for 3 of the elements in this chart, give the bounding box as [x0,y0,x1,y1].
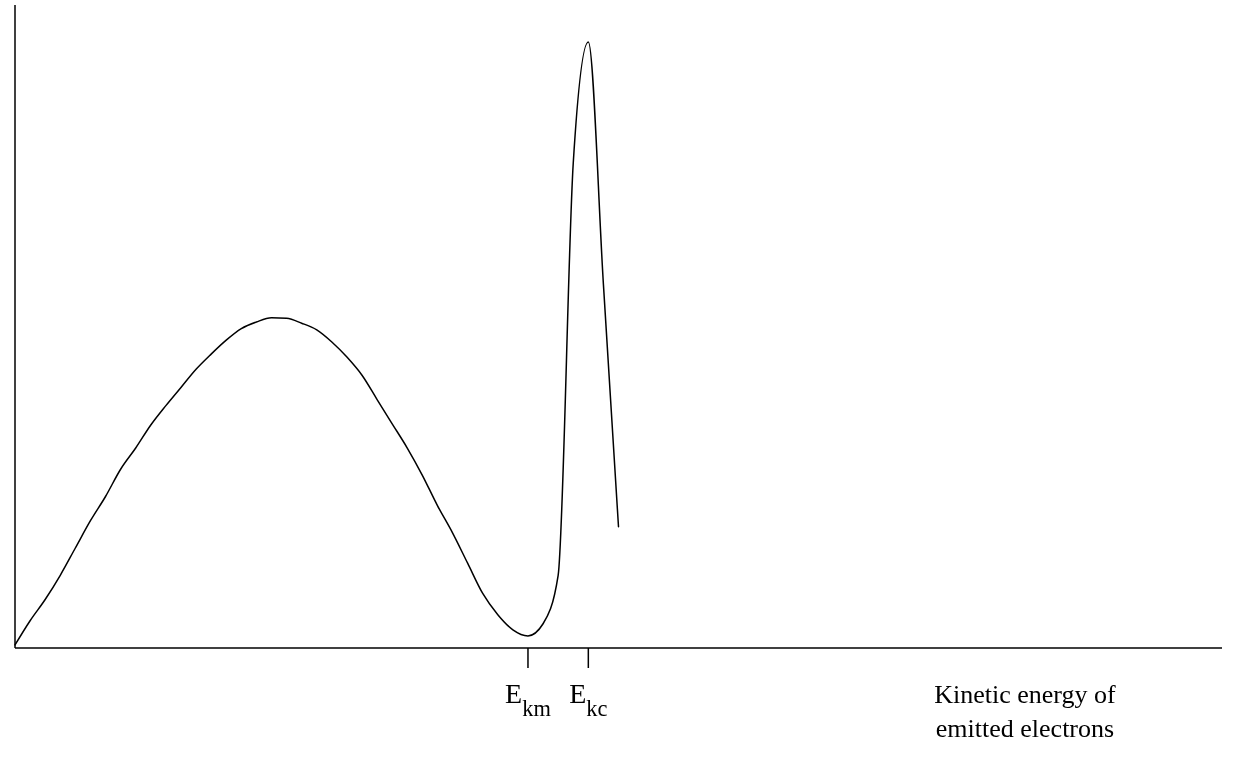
x-axis-title: Kinetic energy of emitted electrons [934,680,1117,743]
x-tick-label: E$_{km}$ [505,678,552,721]
x-tick-label: E$_{kc}$ [569,678,608,721]
